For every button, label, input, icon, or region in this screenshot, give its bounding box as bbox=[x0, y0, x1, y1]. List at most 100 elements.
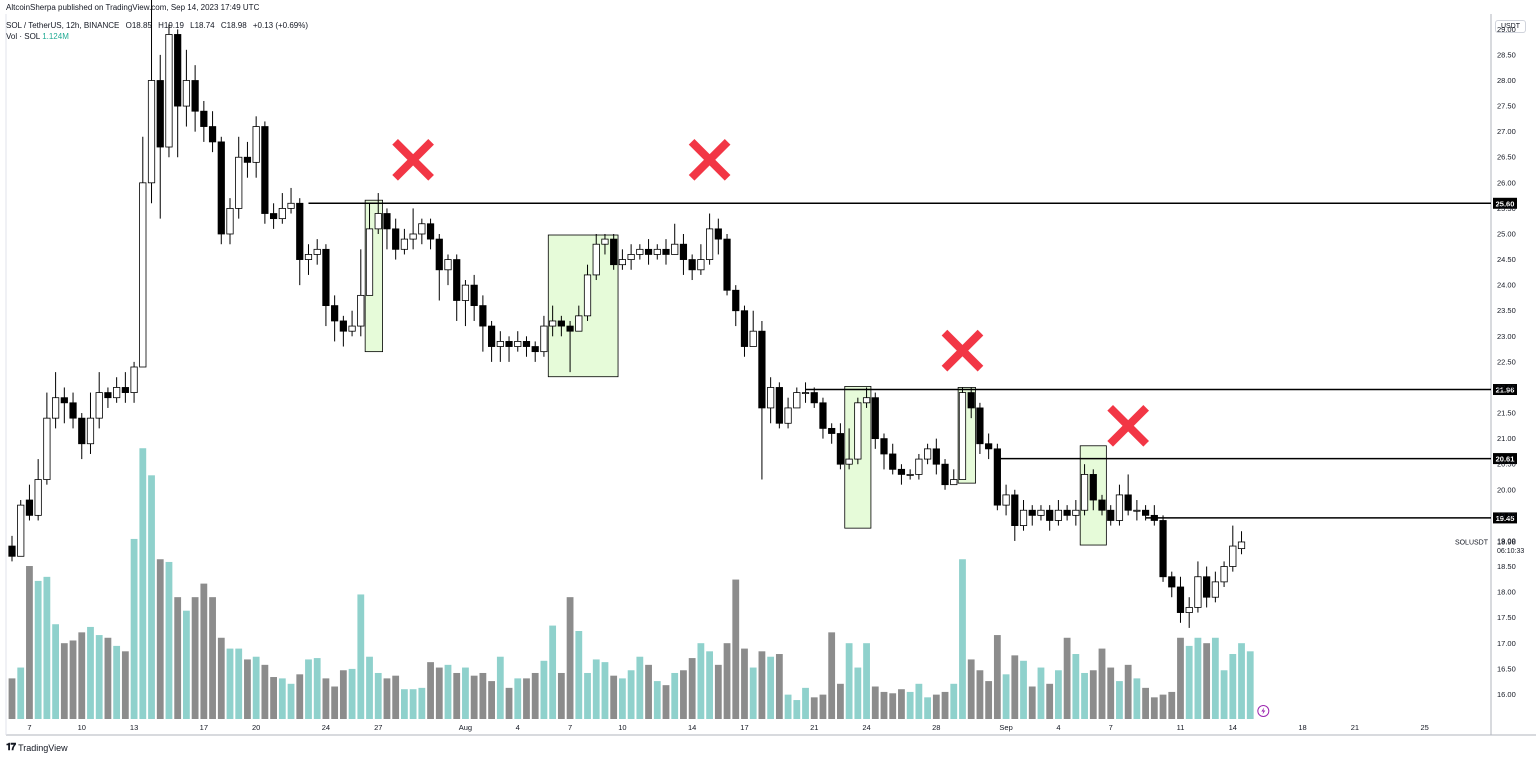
currency-badge[interactable]: USDT bbox=[1494, 20, 1526, 33]
price-tick-label: 25.50 bbox=[1497, 204, 1516, 213]
candle-body bbox=[836, 433, 845, 465]
time-tick-label: 17 bbox=[740, 723, 748, 732]
candle bbox=[217, 136, 225, 245]
volume-bar bbox=[1063, 637, 1071, 719]
volume-bar bbox=[121, 651, 129, 719]
red-cross-icon bbox=[688, 138, 731, 181]
candle bbox=[1237, 531, 1246, 555]
volume-bar bbox=[636, 656, 644, 719]
candle bbox=[871, 392, 879, 449]
candle bbox=[906, 469, 914, 480]
candle bbox=[400, 228, 409, 255]
candle-body bbox=[17, 504, 25, 557]
candle bbox=[976, 402, 984, 454]
volume-bar bbox=[767, 656, 775, 719]
candle-body bbox=[1028, 509, 1036, 516]
volume-bar bbox=[967, 659, 975, 719]
candle bbox=[1133, 500, 1141, 521]
volume-bar bbox=[226, 648, 234, 719]
candle bbox=[418, 218, 426, 245]
candle bbox=[322, 244, 330, 327]
green-zone-1 bbox=[547, 234, 619, 378]
candle-body bbox=[531, 346, 539, 353]
symbol-line[interactable]: SOL / TetherUS, 12h, BINANCE bbox=[6, 21, 120, 30]
change-value: +0.13 (+0.69%) bbox=[252, 21, 309, 30]
candle-body bbox=[932, 448, 940, 465]
level-label-bg bbox=[1493, 384, 1517, 396]
candle-body bbox=[758, 330, 766, 409]
volume-bar bbox=[104, 637, 112, 719]
candle-body bbox=[1037, 509, 1045, 516]
price-tick-label: 19.50 bbox=[1497, 511, 1516, 520]
candle-body bbox=[60, 397, 68, 404]
candle bbox=[784, 397, 792, 429]
price-tick-label: 27.50 bbox=[1497, 102, 1516, 111]
candle-body bbox=[601, 238, 609, 245]
horizontal-levels[interactable]: 25.60 21.96 20.61 19.45 bbox=[308, 197, 1517, 524]
candle-body bbox=[8, 545, 16, 557]
candle bbox=[985, 433, 993, 460]
volume-bar bbox=[959, 559, 966, 719]
volume-label[interactable]: Vol · SOL bbox=[6, 32, 40, 41]
volume-bar bbox=[1116, 681, 1123, 719]
volume-bar bbox=[200, 583, 208, 719]
candle bbox=[897, 464, 906, 485]
candle bbox=[1220, 561, 1228, 587]
volume-bar bbox=[671, 672, 679, 719]
candle bbox=[531, 341, 539, 362]
level-label-bg bbox=[1493, 453, 1517, 465]
candle-body bbox=[365, 228, 374, 296]
volume-bar bbox=[348, 668, 356, 719]
volume-bar bbox=[1124, 664, 1132, 719]
candle-body bbox=[950, 479, 958, 486]
candle bbox=[479, 295, 487, 352]
volume-bar bbox=[688, 658, 696, 719]
volume-bar bbox=[191, 597, 199, 719]
volume-bar bbox=[749, 667, 757, 719]
candle bbox=[1176, 576, 1185, 623]
price-tick-label: 20.00 bbox=[1497, 485, 1516, 494]
volume-bar bbox=[252, 656, 260, 719]
candle-body bbox=[540, 325, 548, 353]
volume-bar bbox=[540, 660, 548, 719]
candle bbox=[147, 0, 156, 204]
candle bbox=[828, 423, 836, 444]
price-tick-label: 24.00 bbox=[1497, 281, 1516, 290]
candle-body bbox=[1115, 494, 1124, 521]
candle bbox=[261, 121, 269, 224]
volume-bar bbox=[976, 670, 984, 719]
candle bbox=[1080, 464, 1089, 516]
candle-body bbox=[575, 315, 583, 332]
volume-bar bbox=[993, 635, 1001, 719]
candle-body bbox=[1054, 509, 1062, 521]
candle-body bbox=[435, 238, 443, 271]
candle-body bbox=[130, 366, 138, 393]
candle-body bbox=[1011, 494, 1019, 526]
candle bbox=[269, 203, 278, 229]
price-tick-label: 18.00 bbox=[1497, 588, 1516, 597]
x-marks bbox=[392, 138, 1149, 447]
candle-body bbox=[967, 392, 975, 409]
volume-bar bbox=[34, 580, 42, 719]
volume-bar bbox=[889, 693, 897, 719]
candle bbox=[287, 187, 295, 214]
volume-bar bbox=[8, 678, 16, 719]
candle-body bbox=[1002, 494, 1010, 506]
volume-bar bbox=[244, 659, 251, 719]
volume-bar bbox=[278, 678, 286, 719]
candle bbox=[557, 315, 565, 337]
candle-body bbox=[627, 254, 635, 260]
footer-brand[interactable]: TradingView bbox=[18, 742, 68, 753]
volume-bar bbox=[1089, 670, 1097, 719]
volume-bar bbox=[139, 448, 147, 719]
candle bbox=[43, 392, 51, 485]
candle-body bbox=[697, 259, 705, 271]
time-tick-label: 14 bbox=[1229, 723, 1237, 732]
price-tick-label: 22.00 bbox=[1497, 383, 1516, 392]
candle-body bbox=[191, 80, 199, 112]
candle bbox=[348, 310, 356, 337]
candle bbox=[889, 443, 897, 475]
candle bbox=[801, 382, 810, 403]
candle bbox=[522, 336, 531, 357]
